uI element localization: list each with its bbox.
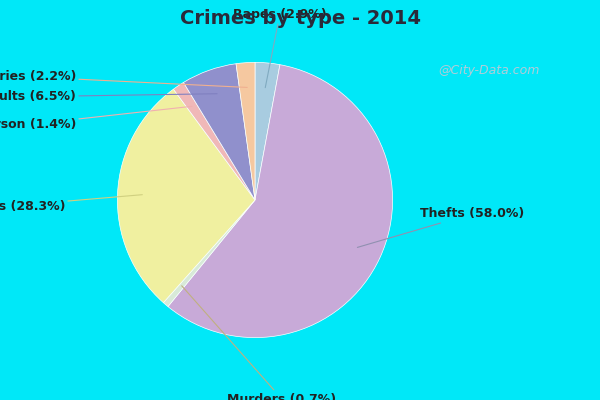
Text: Thefts (58.0%): Thefts (58.0%) <box>358 207 524 247</box>
Text: Crimes by type - 2014: Crimes by type - 2014 <box>179 8 421 28</box>
Text: Robberies (2.2%): Robberies (2.2%) <box>0 70 247 88</box>
Wedge shape <box>163 200 255 306</box>
Text: Burglaries (28.3%): Burglaries (28.3%) <box>0 195 142 213</box>
Wedge shape <box>236 62 255 200</box>
Text: Murders (0.7%): Murders (0.7%) <box>182 286 337 400</box>
Wedge shape <box>184 64 255 200</box>
Text: Arson (1.4%): Arson (1.4%) <box>0 106 192 131</box>
Wedge shape <box>255 62 280 200</box>
Wedge shape <box>173 82 255 200</box>
Text: Rapes (2.9%): Rapes (2.9%) <box>233 8 326 88</box>
Wedge shape <box>118 89 255 303</box>
Wedge shape <box>168 65 392 338</box>
Text: Assaults (6.5%): Assaults (6.5%) <box>0 90 217 103</box>
Text: @City-Data.com: @City-Data.com <box>438 64 539 77</box>
